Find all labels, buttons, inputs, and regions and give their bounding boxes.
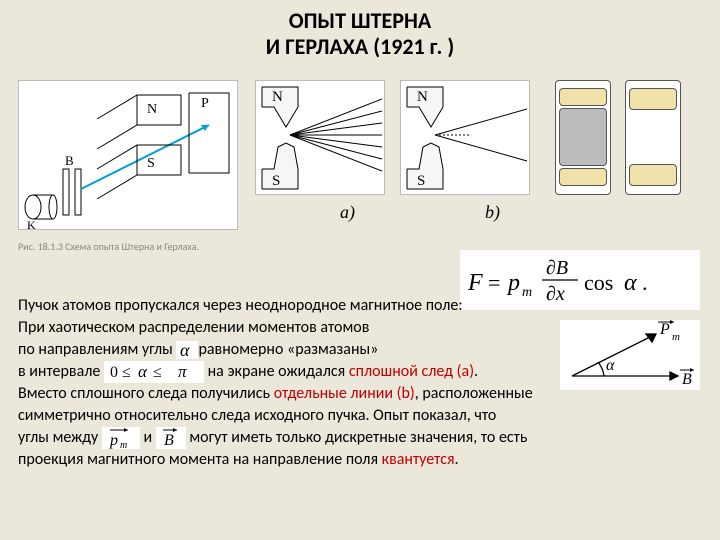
svg-text:α: α <box>624 270 637 296</box>
svg-text:B: B <box>164 432 174 449</box>
svg-text:cos: cos <box>584 270 613 295</box>
slide-title: ОПЫТ ШТЕРНА И ГЕРЛАХА (1921 г. ) <box>0 0 720 60</box>
alpha-symbol: α <box>176 341 198 359</box>
body-line-1: Пучок атомов пропускался через неоднород… <box>18 295 702 317</box>
body-line-3: по направлениям углы αравномерно «размаз… <box>18 339 702 361</box>
figure-row: N S P B K N S <box>0 80 720 230</box>
magnet-diagram-b: N S <box>400 80 530 195</box>
sublabel-b: b) <box>485 202 500 223</box>
detector-a <box>555 80 611 195</box>
svg-text:.: . <box>642 270 648 295</box>
svg-text:m: m <box>120 440 127 449</box>
title-line-2: И ГЕРЛАХА (1921 г. ) <box>0 34 720 60</box>
svg-text:π: π <box>178 362 187 381</box>
svg-text:N: N <box>272 89 283 105</box>
body-line-5: Вместо сплошного следа получились отдель… <box>18 383 702 405</box>
body-line-4: в интервале 0 ≤ α ≤ π на экране ожидался… <box>18 361 702 383</box>
svg-text:F: F <box>467 270 483 296</box>
detector-b <box>625 80 681 195</box>
label-S: S <box>147 156 155 171</box>
svg-text:∂B: ∂B <box>546 257 568 279</box>
body-line-2: При хаотическом распределении моментов а… <box>18 317 702 339</box>
label-K: K <box>27 218 36 231</box>
body-text: Пучок атомов пропускался через неоднород… <box>18 295 702 471</box>
svg-text:S: S <box>272 173 280 189</box>
apparatus-diagram: N S P B K <box>18 80 238 230</box>
vector-B: B <box>156 427 186 449</box>
svg-text:S: S <box>417 173 425 189</box>
label-N: N <box>147 102 157 117</box>
magnet-diagram-a: N S <box>255 80 385 195</box>
sublabel-a: a) <box>340 202 355 223</box>
alpha-range: 0 ≤ α ≤ π <box>104 361 204 383</box>
svg-text:≤: ≤ <box>153 364 162 381</box>
title-line-1: ОПЫТ ШТЕРНА <box>0 8 720 34</box>
figure-caption: Рис. 18.1.3 Схема опыта Штерна и Герлаха… <box>18 240 199 253</box>
svg-text:α: α <box>138 362 148 381</box>
svg-text:0 ≤: 0 ≤ <box>110 364 131 381</box>
svg-text:α: α <box>180 341 190 359</box>
body-line-8: проекция магнитного момента на направлен… <box>18 449 702 471</box>
body-line-7: углы между pm и B могут иметь только дис… <box>18 427 702 449</box>
svg-text:=: = <box>488 270 500 295</box>
vector-pm: pm <box>102 427 140 449</box>
svg-text:N: N <box>417 89 428 105</box>
label-B: B <box>65 153 74 168</box>
svg-text:p: p <box>506 270 520 296</box>
svg-text:p: p <box>109 432 118 449</box>
label-P: P <box>201 96 209 111</box>
body-line-6: симметрично относительно следа исходного… <box>18 405 702 427</box>
